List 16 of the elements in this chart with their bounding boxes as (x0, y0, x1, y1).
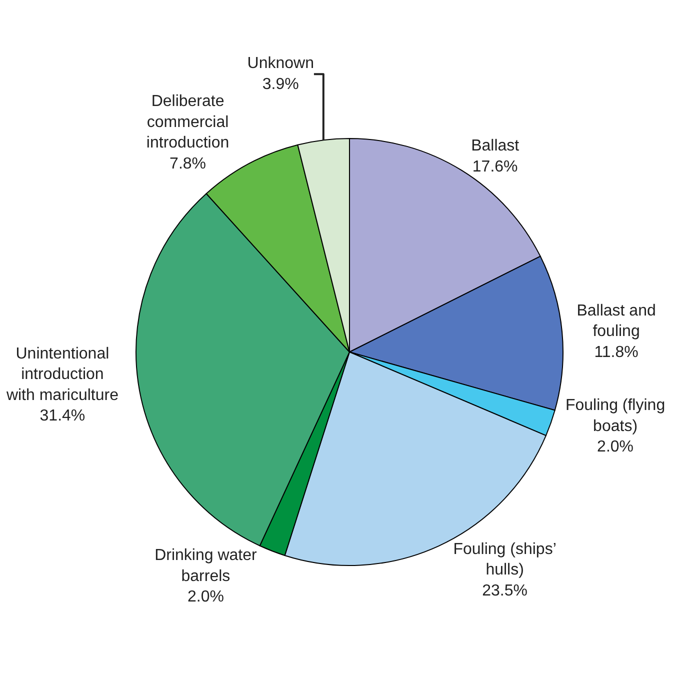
slice-label: Fouling (ships’ hulls) (453, 540, 556, 579)
data-label: 2.0% (597, 438, 634, 456)
data-label: 17.6% (472, 158, 518, 176)
slice-label: Ballast (471, 138, 520, 155)
slice-label: Drinking water barrels (154, 547, 258, 585)
slice-label: Unintentional introduction with mariculture (5, 345, 119, 404)
data-label: 2.0% (187, 588, 224, 606)
data-label: 3.9% (262, 76, 299, 94)
slice-label: Unknown (247, 55, 314, 72)
data-label: 7.8% (170, 155, 206, 172)
data-label: 11.8% (594, 344, 638, 361)
slice-label: Ballast and fouling (576, 302, 656, 340)
slice-label: Deliberate commercial introduction (146, 93, 230, 152)
data-label: 31.4% (40, 408, 86, 425)
data-label: 23.5% (482, 582, 528, 600)
slice-label: Fouling (flying boats) (565, 397, 666, 435)
